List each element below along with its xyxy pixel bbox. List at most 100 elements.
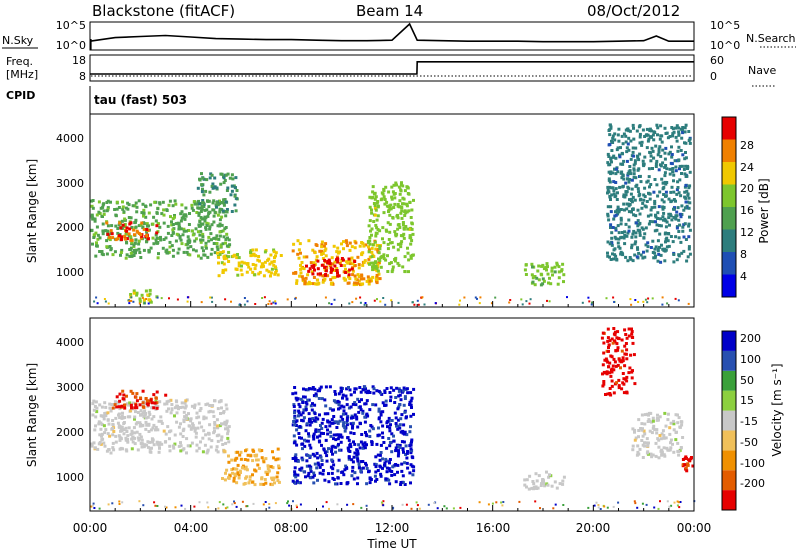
velocity-cell xyxy=(168,449,172,453)
velocity-cell xyxy=(622,391,626,395)
power-cell xyxy=(658,190,662,194)
velocity-cell xyxy=(339,415,343,419)
power-cell xyxy=(625,159,629,163)
power-cell xyxy=(372,255,376,258)
velocity-cell xyxy=(399,398,403,402)
velocity-cell xyxy=(609,374,613,378)
power-colorbar-swatch xyxy=(722,252,736,275)
power-cell xyxy=(653,229,657,233)
velocity-cell xyxy=(274,458,278,462)
power-cell xyxy=(665,245,669,249)
velocity-cell xyxy=(374,465,378,469)
power-cell xyxy=(212,220,216,224)
power-cell xyxy=(233,194,237,198)
power-cell xyxy=(145,298,148,300)
power-cell xyxy=(636,208,640,212)
power-cell xyxy=(642,198,646,202)
power-cell xyxy=(609,125,613,129)
power-cell xyxy=(122,210,126,214)
velocity-cell xyxy=(276,447,280,451)
velocity-cell xyxy=(389,423,392,427)
power-cell xyxy=(670,162,674,166)
power-cell xyxy=(274,254,277,258)
power-cell xyxy=(218,199,221,203)
power-cell xyxy=(399,189,403,193)
power-cell xyxy=(551,273,554,277)
power-cell xyxy=(305,282,309,286)
power-cell xyxy=(646,245,650,249)
power-cell xyxy=(204,216,208,220)
velocity-cell xyxy=(397,387,401,391)
velocity-cell xyxy=(236,463,240,467)
power-cell xyxy=(167,203,171,207)
power-cell xyxy=(684,123,688,127)
velocity-cell xyxy=(299,413,303,417)
velocity-cell xyxy=(223,420,227,424)
power-cell xyxy=(116,237,120,241)
velocity-colorbar-swatch xyxy=(722,390,736,411)
power-cell xyxy=(171,231,175,235)
power-cell xyxy=(562,273,566,277)
velocity-cell xyxy=(622,377,626,381)
velocity-cell xyxy=(102,424,106,428)
power-cell xyxy=(231,254,235,258)
power-cell xyxy=(557,276,561,280)
power-cell xyxy=(638,231,642,234)
velocity-cell xyxy=(176,404,179,408)
velocity-cell xyxy=(672,419,676,423)
power-cell xyxy=(219,182,223,186)
velocity-panel-frame xyxy=(89,317,695,512)
freq-series xyxy=(90,61,694,75)
power-cell xyxy=(135,205,139,209)
power-cell xyxy=(259,265,263,269)
velocity-cell xyxy=(361,446,365,450)
velocity-cell xyxy=(645,503,648,506)
velocity-cell xyxy=(399,483,403,486)
radar-title: Blackstone (fitACF) xyxy=(92,2,235,20)
velocity-cell xyxy=(212,414,216,418)
power-cell xyxy=(100,252,104,256)
power-cell xyxy=(376,265,380,269)
power-cell xyxy=(218,230,222,234)
velocity-cell xyxy=(233,500,235,503)
power-cell xyxy=(654,245,658,249)
velocity-cell xyxy=(405,387,409,391)
velocity-cell xyxy=(139,409,143,413)
power-cell xyxy=(404,225,408,228)
velocity-cell xyxy=(319,385,323,389)
power-cell xyxy=(406,251,410,255)
power-cell xyxy=(382,254,385,258)
velocity-cell xyxy=(633,428,637,432)
velocity-cell xyxy=(487,503,490,506)
velocity-cell xyxy=(172,446,176,450)
velocity-cell xyxy=(337,392,341,396)
power-cell xyxy=(668,212,672,216)
power-cell xyxy=(243,303,246,306)
velocity-cell xyxy=(338,448,341,452)
power-cell xyxy=(648,129,652,133)
power-cell xyxy=(372,261,376,265)
power-cell xyxy=(390,299,393,302)
velocity-cell xyxy=(684,455,688,459)
velocity-cell xyxy=(154,396,158,400)
power-cell xyxy=(169,215,172,219)
velocity-cell xyxy=(142,411,145,415)
velocity-cell xyxy=(211,410,215,414)
velocity-cell xyxy=(147,430,151,433)
velocity-cell xyxy=(106,411,110,415)
velocity-cell xyxy=(138,500,141,503)
power-cell xyxy=(346,281,350,285)
velocity-cell xyxy=(175,420,179,424)
velocity-cell xyxy=(118,416,122,420)
velocity-cell xyxy=(351,421,355,425)
velocity-cell xyxy=(261,458,265,462)
velocity-cell xyxy=(646,420,650,423)
power-cell xyxy=(351,273,355,277)
velocity-cell xyxy=(179,432,183,436)
power-cell xyxy=(658,245,661,249)
power-cell xyxy=(386,247,390,251)
power-cell xyxy=(121,207,125,211)
velocity-cell xyxy=(103,431,107,435)
velocity-cell xyxy=(604,393,607,396)
power-cell xyxy=(606,188,610,192)
